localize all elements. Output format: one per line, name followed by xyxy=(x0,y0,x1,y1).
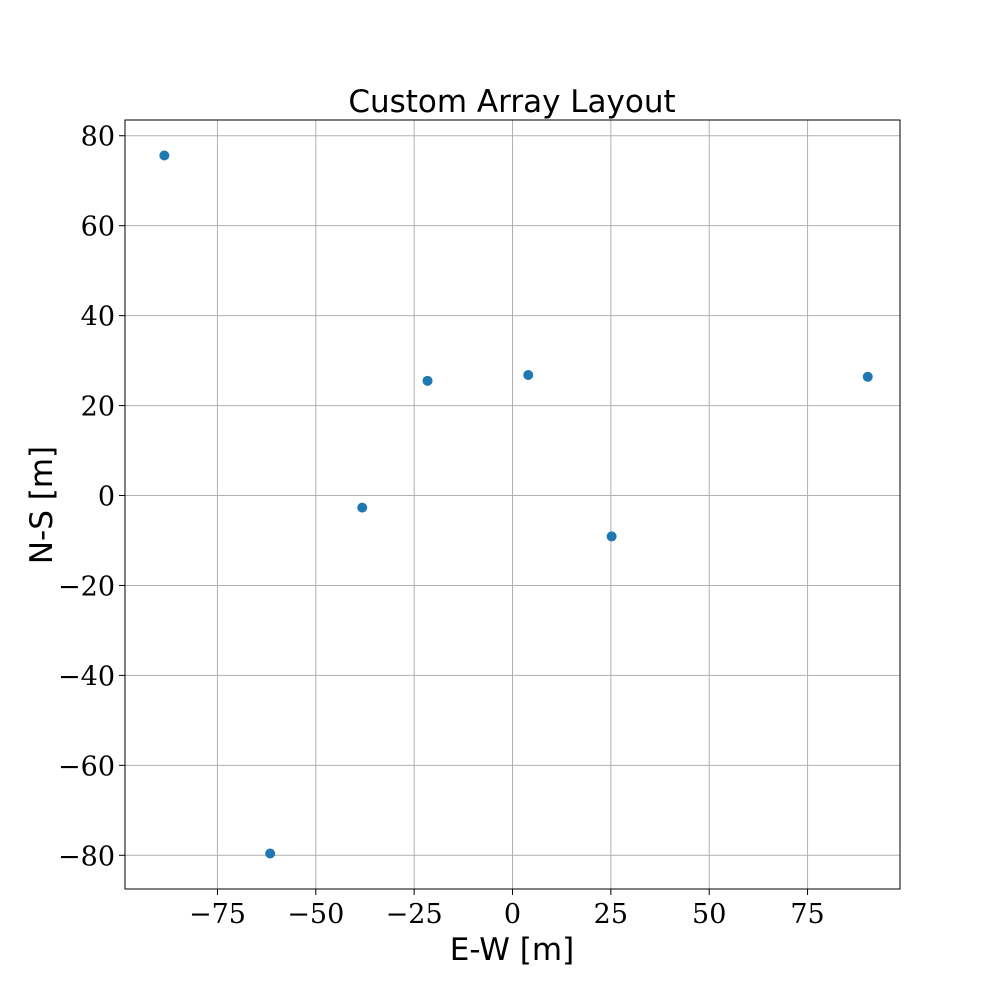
x-tick-label: −75 xyxy=(189,899,246,930)
y-tick-label: 80 xyxy=(81,122,115,153)
x-tick-label: −50 xyxy=(287,899,344,930)
data-point xyxy=(523,369,534,380)
data-point xyxy=(862,371,873,382)
x-tick-label: 50 xyxy=(692,899,726,930)
y-tick-label: 60 xyxy=(81,212,115,243)
y-tick-label: 40 xyxy=(81,302,115,333)
x-tick-label: 25 xyxy=(594,899,628,930)
data-point xyxy=(265,848,276,859)
y-tick-label: 0 xyxy=(98,482,115,513)
data-point xyxy=(606,531,617,542)
data-point xyxy=(422,375,433,386)
y-tick-label: −40 xyxy=(58,661,115,692)
y-tick-label: 20 xyxy=(81,392,115,423)
y-tick-label: −80 xyxy=(58,841,115,872)
x-axis-label: E-W [m] xyxy=(450,932,574,968)
x-tick-label: −25 xyxy=(386,899,443,930)
chart-title: Custom Array Layout xyxy=(348,84,675,120)
x-tick-label: 75 xyxy=(790,899,824,930)
y-tick-label: −60 xyxy=(58,751,115,782)
x-tick-label: 0 xyxy=(504,899,521,930)
data-point xyxy=(357,502,368,513)
y-axis-label: N-S [m] xyxy=(24,446,60,564)
y-tick-label: −20 xyxy=(58,571,115,602)
axis-ticks: −75 −50 −25 0 25 50 75 −80 −60 −40 −20 0 20 40 60 80 xyxy=(58,122,825,930)
data-point xyxy=(159,150,170,161)
grid-lines xyxy=(125,120,900,889)
data-points xyxy=(159,150,873,859)
